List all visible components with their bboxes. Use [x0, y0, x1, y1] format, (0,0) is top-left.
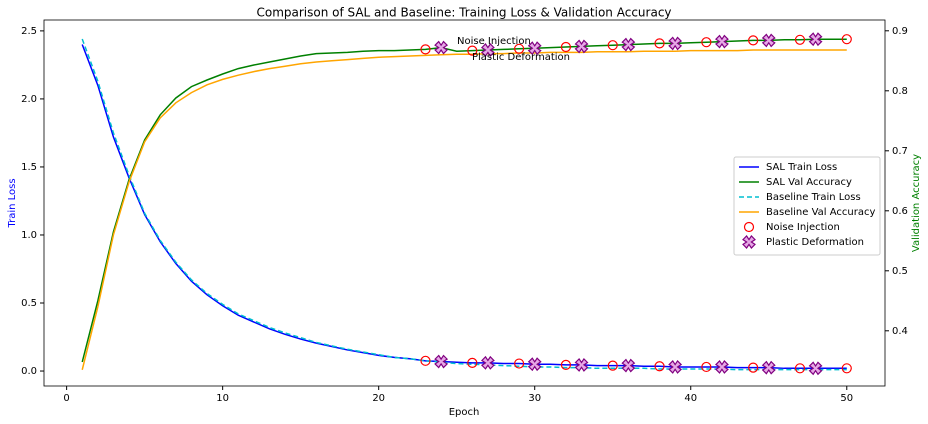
x-axis-label: Epoch [449, 407, 480, 418]
event-marker [607, 40, 618, 51]
legend-swatch [743, 221, 755, 233]
y-axis-label: Train Loss [7, 178, 18, 228]
y2-tick-label: 0.6 [892, 206, 908, 217]
event-marker [574, 357, 589, 372]
event-marker [434, 40, 449, 55]
y-tick-label: 2.5 [21, 26, 37, 37]
y2-tick-label: 0.7 [892, 146, 908, 157]
y2-tick-label: 0.4 [892, 326, 908, 337]
legend-label: Baseline Val Accuracy [766, 207, 875, 218]
event-marker [794, 363, 806, 374]
event-marker [467, 357, 478, 368]
event-marker [514, 358, 525, 369]
legend-label: SAL Val Accuracy [766, 177, 852, 188]
event-marker [701, 361, 712, 373]
legend-swatch [742, 235, 756, 249]
event-marker [748, 362, 759, 373]
event-marker [668, 360, 683, 374]
event-marker [480, 355, 495, 370]
y2-tick-label: 0.9 [892, 26, 908, 37]
event-marker [420, 355, 431, 366]
event-marker [715, 360, 729, 374]
chart-title: Comparison of SAL and Baseline: Training… [256, 6, 671, 20]
event-marker [654, 38, 665, 49]
event-marker [574, 39, 589, 54]
series-line [81, 44, 847, 370]
event-marker [808, 32, 823, 47]
x-tick-label: 50 [840, 393, 853, 404]
event-marker [761, 33, 776, 48]
event-marker [434, 354, 449, 369]
event-marker [527, 41, 542, 56]
event-marker [748, 35, 759, 46]
y2-tick-label: 0.8 [892, 86, 908, 97]
y2-tick-label: 0.5 [892, 266, 908, 277]
x-tick-label: 10 [216, 393, 229, 404]
event-marker [668, 36, 683, 51]
y2-axis-label: Validation Accuracy [911, 154, 922, 252]
annotation: Noise Injection [457, 36, 531, 47]
event-marker [761, 360, 776, 375]
event-marker [527, 357, 542, 372]
y-tick-label: 0.0 [21, 366, 37, 377]
event-marker [514, 43, 525, 54]
event-marker [607, 360, 618, 371]
series-line [81, 38, 847, 371]
plot-frame [43, 19, 886, 387]
annotation: Plastic Deformation [472, 52, 570, 63]
event-marker [715, 34, 729, 49]
series-line [81, 49, 847, 370]
legend-label: Plastic Deformation [766, 237, 864, 248]
x-tick-label: 30 [528, 393, 541, 404]
event-marker [560, 359, 572, 371]
event-marker [621, 358, 636, 373]
event-marker [701, 37, 712, 48]
y-tick-label: 1.0 [21, 230, 37, 241]
event-marker [467, 45, 478, 56]
x-tick-label: 0 [63, 393, 69, 404]
event-marker [841, 34, 852, 45]
y-tick-label: 1.5 [21, 162, 37, 173]
legend-label: Baseline Train Loss [766, 192, 861, 203]
y-tick-label: 0.5 [21, 298, 37, 309]
event-marker [621, 37, 636, 52]
y-tick-label: 2.0 [21, 94, 37, 105]
x-tick-label: 20 [372, 393, 385, 404]
series-line [81, 38, 847, 363]
legend-label: Noise Injection [766, 222, 840, 233]
event-marker [480, 43, 495, 57]
legend-label: SAL Train Loss [766, 162, 837, 173]
event-marker [654, 361, 665, 372]
x-tick-label: 40 [684, 393, 697, 404]
event-marker [841, 363, 852, 374]
event-marker [808, 361, 823, 376]
event-marker [560, 41, 572, 53]
event-marker [420, 44, 431, 55]
event-marker [794, 34, 806, 45]
legend-box [733, 156, 881, 256]
